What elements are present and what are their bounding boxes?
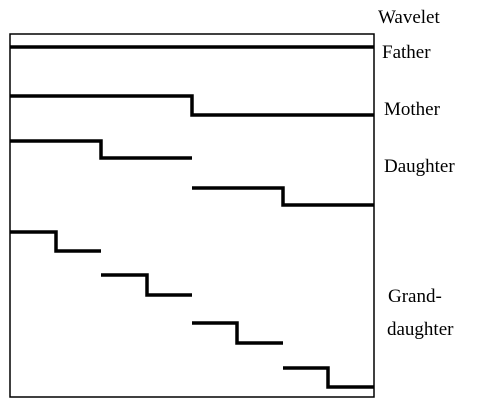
daughter-wavelet-1 xyxy=(10,139,192,160)
daughter-wavelet-2 xyxy=(192,186,374,207)
father-label: Father xyxy=(382,42,431,63)
granddaughter-wavelet-4 xyxy=(283,366,374,389)
granddaughter-wavelet-1 xyxy=(10,230,101,253)
wavelet-header-label: Wavelet xyxy=(378,7,440,28)
mother-label: Mother xyxy=(384,99,441,120)
granddaughter-wavelet-2 xyxy=(101,273,192,297)
granddaughter-label-line1: Grand- xyxy=(388,286,442,307)
granddaughter-wavelet-3 xyxy=(192,321,283,345)
mother-wavelet xyxy=(10,94,374,117)
granddaughter-label-line2: daughter xyxy=(387,319,454,340)
daughter-label: Daughter xyxy=(384,156,455,177)
diagram-frame xyxy=(9,33,375,398)
